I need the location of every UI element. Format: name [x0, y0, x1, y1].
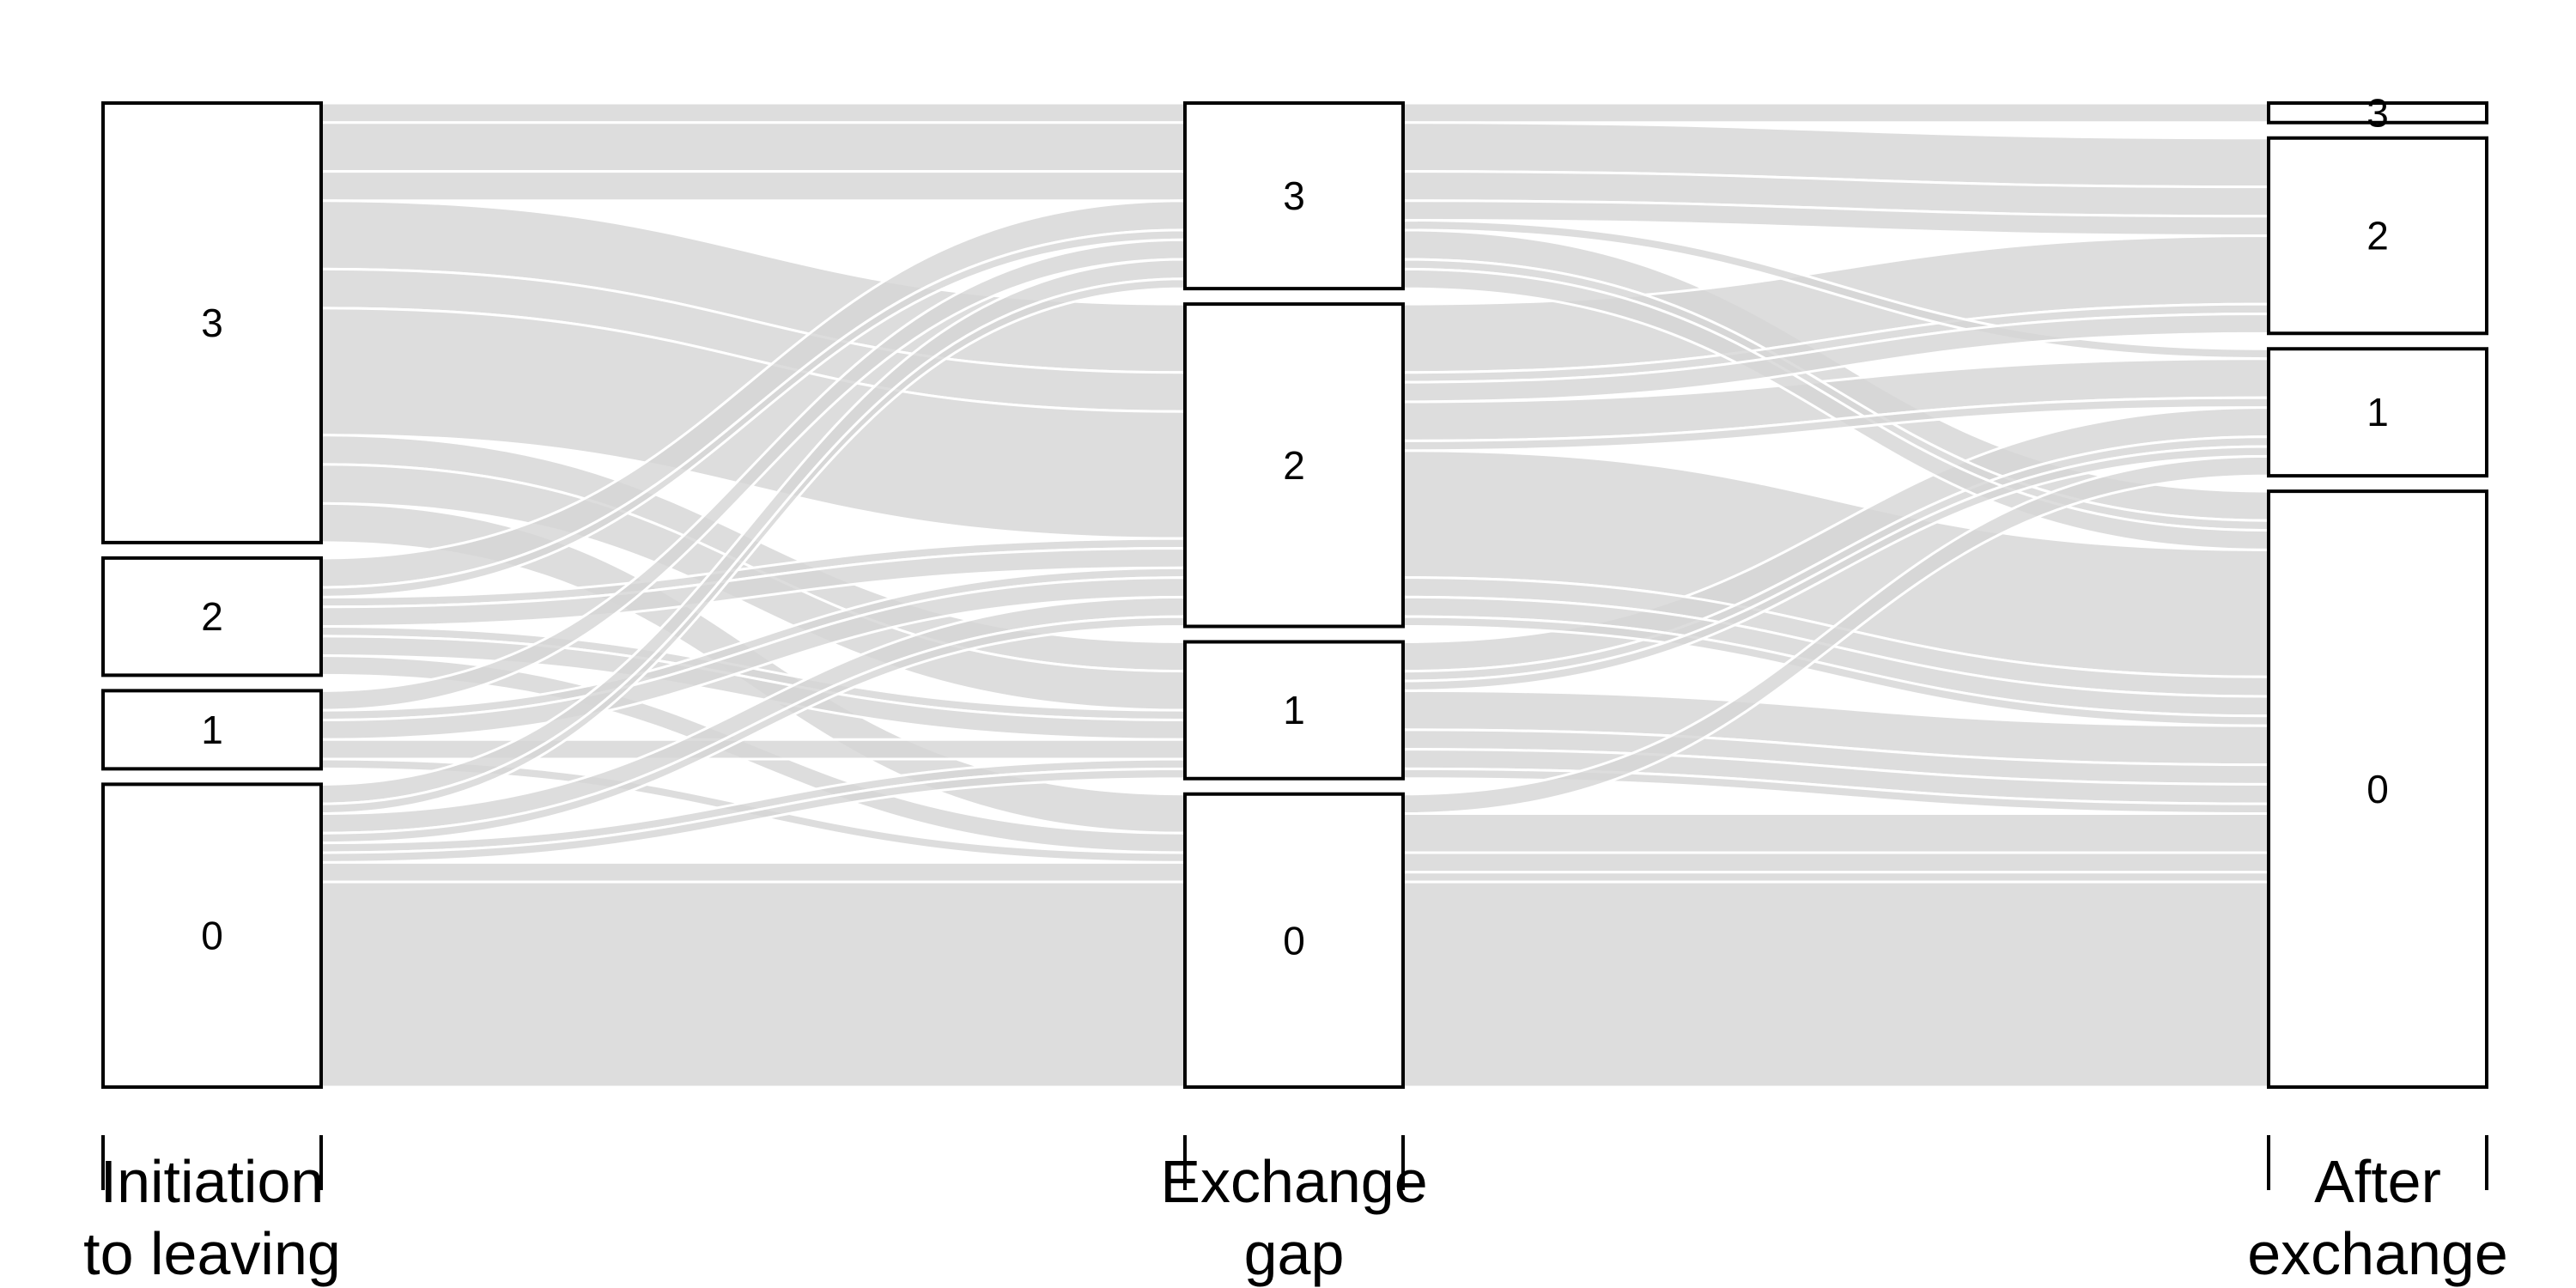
flow-3-3-2-seg1	[319, 121, 1187, 173]
flows-layer	[319, 101, 2270, 1089]
stratum-label-axis2-0: 0	[1283, 918, 1305, 963]
stratum-label-axis1-3: 3	[201, 301, 223, 345]
flow-3-3-3-seg2	[1401, 101, 2270, 125]
stratum-label-axis2-1: 1	[1283, 688, 1305, 732]
stratum-label-axis1-1: 1	[201, 708, 223, 752]
stratum-label-axis1-0: 0	[201, 914, 223, 958]
stratum-axis2-2	[1183, 302, 1405, 629]
strata-layer: 3 2 1 0 3 2 1 0 3 2 1 0	[101, 90, 2488, 1089]
flow-0-0-1-seg1	[319, 860, 1187, 884]
flow-0-0-0-seg1	[319, 880, 1187, 1089]
flow-3-3-0-seg1	[319, 170, 1187, 203]
stratum-label-axis3-0: 0	[2366, 767, 2389, 811]
axis2-label-line2: gap	[1244, 1220, 1345, 1287]
stratum-label-axis2-2: 2	[1283, 443, 1305, 488]
axis1-label-line2: to leaving	[83, 1220, 341, 1287]
flow-3-3-3-seg1	[319, 101, 1187, 125]
stratum-axis3-0	[2267, 489, 2488, 1089]
flow-2-0-0-seg2	[1401, 851, 2270, 874]
stratum-axis1-3	[101, 101, 323, 544]
axis3-label-line1: After	[2314, 1148, 2441, 1215]
stratum-axis3-1	[2267, 347, 2488, 478]
stratum-axis2-3	[1183, 101, 1405, 291]
axis2-label-line1: Exchange	[1160, 1148, 1427, 1215]
stratum-axis2-1	[1183, 640, 1405, 781]
stratum-axis2-0	[1183, 792, 1405, 1089]
stratum-axis1-0	[101, 782, 323, 1089]
stratum-label-axis3-3: 3	[2366, 90, 2389, 135]
stratum-axis3-3	[2267, 101, 2488, 125]
flow-0-0-0-seg2	[1401, 880, 2270, 1089]
stratum-label-axis2-3: 3	[1283, 173, 1305, 218]
flow-3-0-0-seg2	[1401, 811, 2270, 854]
stratum-axis1-1	[101, 689, 323, 771]
flow-1-1-0-seg1	[319, 738, 1187, 761]
stratum-label-axis1-2: 2	[201, 594, 223, 639]
axis3-label-line2: exchange	[2247, 1220, 2508, 1287]
stratum-label-axis3-1: 1	[2366, 390, 2389, 434]
stratum-axis1-2	[101, 556, 323, 677]
flow-1-0-0-seg2	[1401, 871, 2270, 884]
stratum-label-axis3-2: 2	[2366, 214, 2389, 258]
stratum-axis3-2	[2267, 136, 2488, 336]
axis1-label-line1: Initiation	[100, 1148, 325, 1215]
